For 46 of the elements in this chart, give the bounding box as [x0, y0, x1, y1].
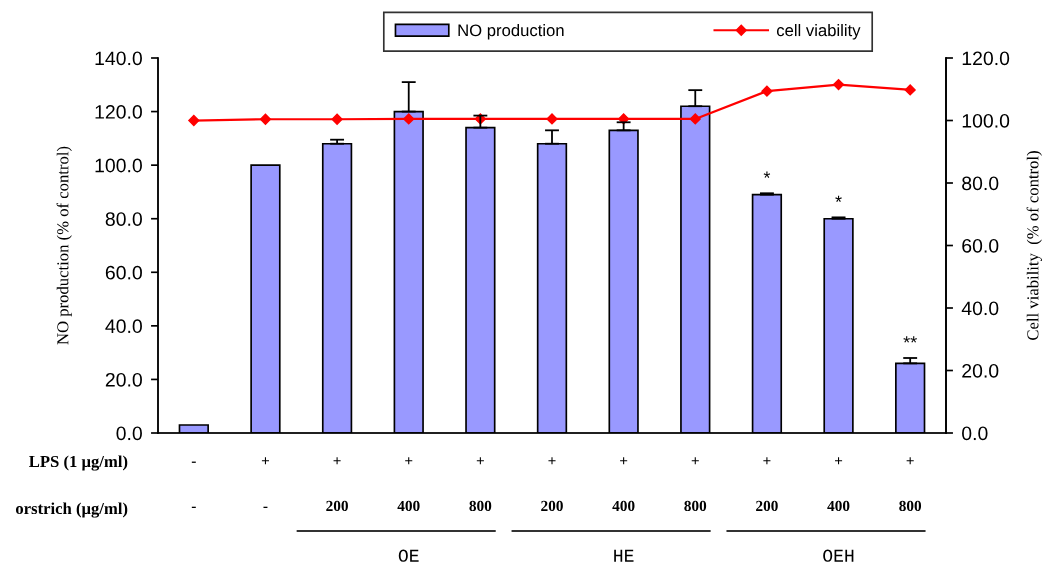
point	[761, 85, 773, 97]
point	[403, 113, 415, 125]
y-tick-label: 0.0	[116, 426, 142, 441]
y2-tick-label: 80.0	[962, 176, 999, 191]
y2-tick-label: 20.0	[962, 363, 999, 378]
data-label: *	[835, 195, 842, 202]
point	[832, 78, 845, 91]
y-tick-label: 80.0	[105, 212, 142, 226]
category-label: + 800	[684, 457, 707, 512]
text: HE	[614, 549, 634, 562]
category-label: + 400	[827, 457, 850, 512]
text: OEH	[823, 549, 854, 562]
category-label: + -	[261, 457, 270, 509]
text: orstrich (μg/ml)	[15, 502, 128, 518]
legend-label: cell viability	[776, 24, 861, 40]
category-label: - -	[191, 461, 196, 509]
point	[259, 113, 272, 125]
data-label: *	[763, 171, 771, 178]
category-label: + 400	[397, 457, 420, 512]
category-label: + 200	[541, 457, 563, 512]
text: LPS (1 μg/ml)	[29, 455, 128, 471]
y-tick-label: 100.0	[95, 158, 142, 173]
category-label: + 800	[899, 457, 922, 512]
y-tick-label: 60.0	[105, 265, 142, 280]
y2-tick-label: 100.0	[962, 113, 1010, 128]
legend-label: NO production	[458, 24, 564, 40]
point	[904, 84, 916, 96]
y-tick-label: 40.0	[105, 319, 142, 334]
category-label: + 800	[469, 457, 492, 512]
y2-tick-label: 40.0	[961, 301, 999, 316]
y2-axis-title: Cell viability (% of control)	[1026, 151, 1042, 340]
category-label: + 200	[326, 457, 348, 512]
category-label: + 200	[756, 457, 778, 512]
y2-tick-label: 120.0	[962, 51, 1010, 66]
text: OE	[398, 549, 419, 562]
y-tick-label: 140.0	[95, 51, 142, 66]
y2-tick-label: 60.0	[962, 238, 999, 253]
point	[331, 113, 343, 125]
point	[689, 113, 701, 125]
y-axis-title: NO production (% of control)	[56, 146, 72, 345]
data-label: **	[903, 336, 917, 343]
y2-tick-label: 0.0	[962, 426, 988, 441]
point	[188, 114, 200, 127]
y-tick-label: 120.0	[95, 105, 142, 119]
y-tick-label: 20.0	[105, 372, 142, 387]
category-label: + 400	[612, 457, 635, 512]
